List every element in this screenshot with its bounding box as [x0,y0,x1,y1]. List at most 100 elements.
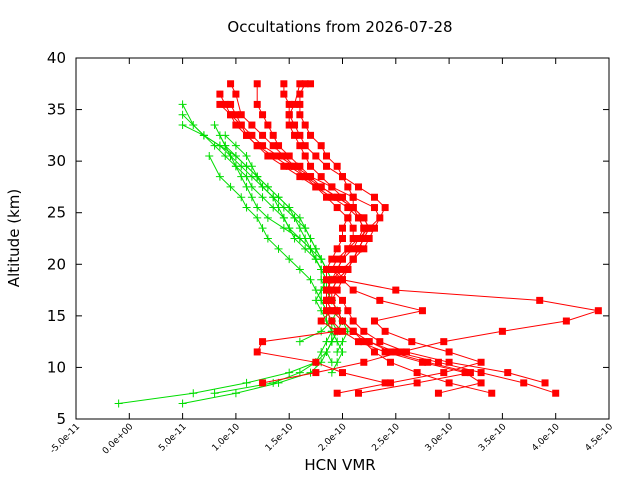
data-point [301,80,309,88]
data-point [339,224,346,232]
data-point [210,141,219,150]
data-point [333,286,341,294]
data-point [290,213,299,222]
data-point [339,327,346,335]
data-point [488,389,496,397]
data-point [280,162,288,170]
data-point [295,265,304,274]
data-point [199,131,208,140]
data-point [434,358,442,366]
data-point [323,276,331,284]
data-point [253,213,262,222]
data-point [552,389,560,397]
data-point [242,162,251,171]
series-14 [205,151,347,377]
data-point [360,338,368,346]
data-point [306,244,315,253]
data-point [594,307,602,315]
data-point [248,131,256,139]
x-tick-label: 4.0e-10 [530,422,562,454]
data-point [424,358,432,366]
data-point [413,369,421,377]
data-point [274,244,283,253]
data-point [296,142,304,150]
series-5 [216,90,602,387]
data-point [295,224,304,233]
data-point [227,100,235,108]
data-point [227,111,235,119]
data-point [328,255,336,263]
data-point [333,204,341,212]
data-point [285,203,294,212]
data-point [392,348,400,356]
data-point [349,327,357,335]
data-point [264,121,272,129]
data-point [248,121,256,129]
data-point [189,121,198,130]
data-point [231,162,240,171]
data-point [365,224,373,232]
data-point [242,378,251,387]
data-point [258,224,267,233]
data-point [253,100,261,108]
data-point [541,379,549,387]
data-point [317,183,325,191]
data-point [263,234,272,243]
data-point [339,193,346,201]
data-point [253,348,261,356]
data-point [291,162,299,170]
x-tick-label: 2.0e-10 [317,422,349,454]
data-point [178,100,187,109]
data-point [311,255,320,264]
chart-title: Occultations from 2026-07-28 [227,18,452,36]
data-point [349,224,357,232]
data-point [328,286,336,294]
data-point [339,296,346,304]
data-point [333,255,341,263]
data-point [381,204,389,212]
data-point [263,213,272,222]
data-point [376,338,384,346]
data-point [317,142,325,150]
data-point [504,369,512,377]
data-point [360,327,368,335]
data-point [370,193,378,201]
data-point [402,348,410,356]
data-point [237,111,245,119]
data-point [253,172,262,181]
data-point [349,235,357,242]
data-point [296,162,304,170]
data-point [328,276,336,284]
data-point [259,142,267,150]
data-point [354,214,362,222]
series-line [230,104,386,384]
data-point [279,213,288,222]
data-point [354,235,362,242]
data-point [562,317,570,325]
y-tick-label: 10 [47,358,66,376]
data-point [227,80,235,88]
data-point [178,121,187,130]
data-point [285,255,294,264]
data-point [269,152,277,160]
data-point [418,358,426,366]
data-point [189,389,198,398]
data-point [322,347,331,356]
data-point [269,378,278,387]
data-point [259,131,267,139]
series-7 [227,100,389,387]
data-point [461,369,469,377]
data-point [339,276,346,284]
data-point [205,151,214,160]
data-point [339,173,346,181]
data-point [221,131,230,140]
data-point [354,389,362,397]
data-point [333,245,341,253]
data-point [339,235,346,242]
data-point [344,307,352,315]
data-point [285,121,293,129]
data-point [291,131,299,139]
data-point [333,276,341,284]
data-point [301,121,309,129]
